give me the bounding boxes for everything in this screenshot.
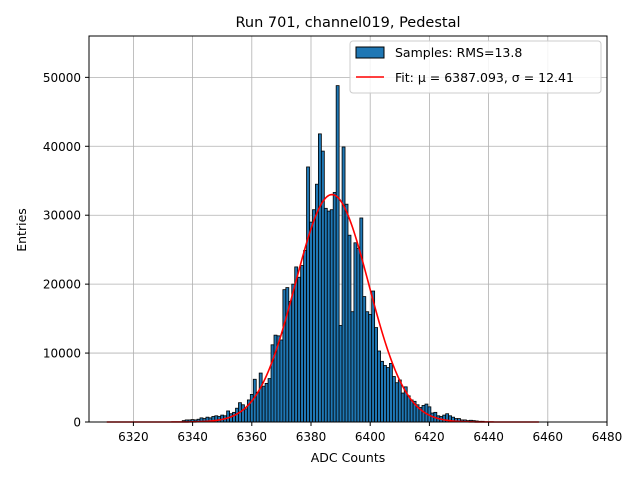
histogram-bar [241, 404, 245, 423]
histogram-bar [341, 146, 346, 423]
x-axis-ticks: 6320 6340 6360 6380 6400 6420 6440 6460 6480 [118, 422, 622, 444]
x-axis-label: ADC Counts [311, 450, 386, 465]
histogram-bar [374, 327, 379, 423]
x-tick-label: 6380 [296, 430, 327, 444]
x-tick-label: 6340 [177, 430, 208, 444]
histogram-bar [291, 283, 296, 423]
histogram-bar [315, 183, 319, 423]
x-tick-label: 6420 [414, 430, 445, 444]
histogram-bar [258, 372, 263, 423]
x-tick-label: 6400 [355, 430, 386, 444]
histogram-bar [356, 247, 361, 423]
x-tick-label: 6360 [237, 430, 268, 444]
histogram-bar [252, 378, 257, 423]
histogram-bar [338, 325, 343, 423]
histogram-bar [300, 265, 305, 423]
histogram-bar [391, 376, 396, 423]
histogram-bar [362, 296, 367, 423]
histogram-bar [294, 266, 299, 423]
chart-title: Run 701, channel019, Pedestal [235, 15, 460, 31]
y-tick-label: 30000 [43, 209, 81, 223]
legend-samples-swatch [355, 46, 385, 59]
histogram-bar [347, 234, 352, 423]
legend-box [349, 40, 602, 94]
histogram-bar [232, 411, 236, 423]
histogram-bar [264, 382, 269, 423]
histogram-bar [368, 314, 373, 423]
histogram-bar [255, 391, 260, 423]
histogram-bar [365, 311, 370, 423]
histogram-bar [394, 382, 399, 423]
histogram-bar [377, 350, 381, 423]
histogram-bar [323, 207, 328, 423]
y-axis-ticks: 0 10000 20000 30000 40000 50000 [43, 71, 89, 430]
histogram-bar [306, 166, 310, 423]
histogram-bar [353, 242, 358, 423]
histogram-bar [320, 150, 325, 423]
histogram-bar [406, 395, 411, 423]
histogram-bar [383, 365, 387, 423]
x-tick-label: 6440 [473, 430, 504, 444]
histogram-bar [389, 363, 393, 423]
x-tick-label: 6480 [592, 430, 623, 444]
y-axis-label: Entries [14, 208, 29, 252]
legend: Samples: RMS=13.8 Fit: μ = 6387.093, σ =… [349, 40, 602, 94]
histogram-bar [344, 203, 349, 423]
histogram-bar [326, 210, 331, 423]
histogram-bar [397, 379, 402, 423]
histogram-bar [400, 392, 405, 423]
histogram-bar [279, 339, 284, 423]
histogram-bar [329, 209, 334, 423]
y-tick-label: 0 [73, 416, 81, 430]
histogram-bar [386, 367, 390, 423]
legend-samples-label: Samples: RMS=13.8 [395, 45, 522, 60]
histogram-bar [282, 289, 287, 423]
y-tick-label: 20000 [43, 278, 81, 292]
histogram-bar [226, 410, 230, 423]
histogram-bar [261, 385, 266, 423]
x-tick-label: 6320 [118, 430, 149, 444]
histogram-bar [332, 192, 337, 423]
y-tick-label: 10000 [43, 347, 81, 361]
histogram-bar [309, 221, 313, 423]
plot-frame [88, 35, 608, 423]
histogram-bar [409, 399, 414, 423]
y-tick-label: 40000 [43, 140, 81, 154]
histogram-bar [267, 378, 272, 423]
histogram-bar [442, 414, 447, 423]
legend-fit-label: Fit: μ = 6387.093, σ = 12.41 [395, 70, 574, 85]
histogram-bar [359, 217, 364, 423]
histogram-bar [371, 290, 376, 423]
histogram-bar [350, 311, 355, 423]
histogram-bar [303, 249, 307, 423]
histogram-bar [297, 276, 302, 423]
histogram-bar [288, 300, 293, 423]
x-tick-label: 6460 [533, 430, 564, 444]
histogram-bar [421, 405, 426, 423]
histogram-bar [317, 133, 322, 423]
histogram-bar [335, 85, 340, 423]
y-tick-label: 50000 [43, 71, 81, 85]
histogram-bar [380, 360, 384, 423]
histogram-bar [243, 408, 248, 423]
histogram-bar [312, 209, 316, 423]
